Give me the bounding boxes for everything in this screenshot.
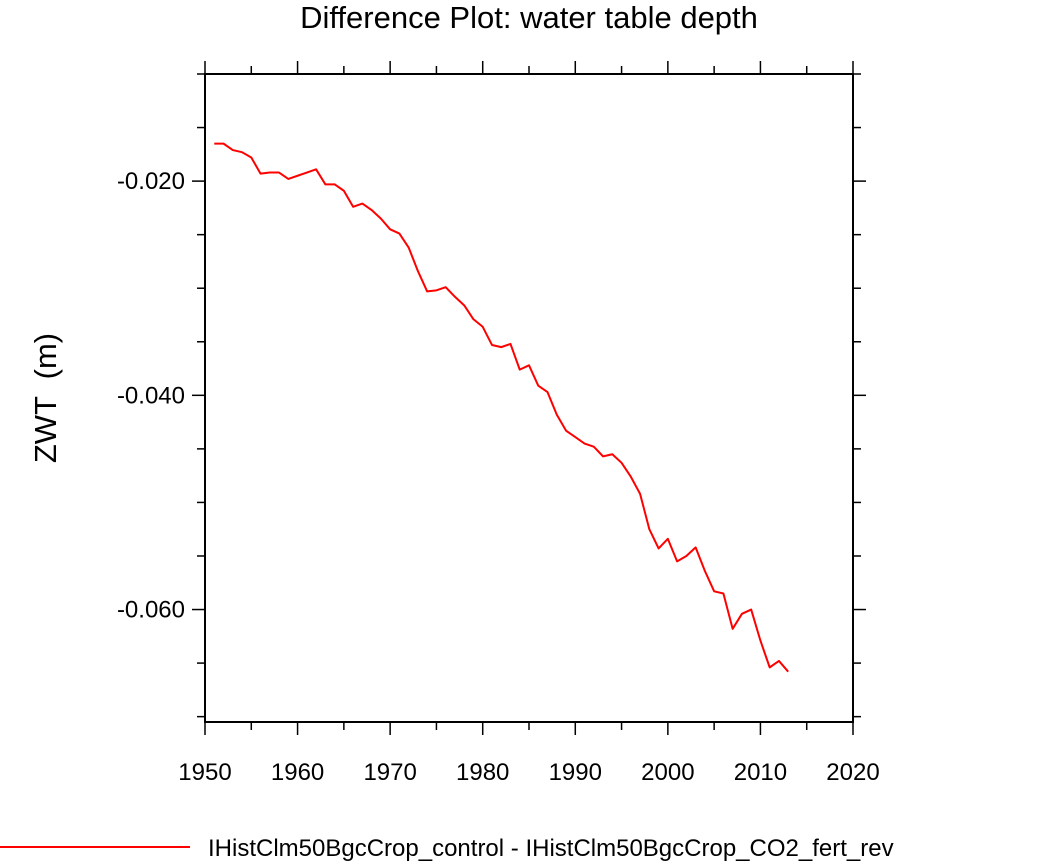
- y-tick-label: -0.020: [117, 168, 185, 195]
- x-tick-label: 2000: [641, 759, 694, 786]
- x-tick-label: 1970: [363, 759, 416, 786]
- series-line: [214, 142, 789, 673]
- chart-title: Difference Plot: water table depth: [300, 0, 758, 35]
- axis-ticks: 1950 1960 1970 1980 1990 2000 2010 2020 -0.020 -0…: [117, 61, 880, 786]
- y-tick-label: -0.040: [117, 382, 185, 409]
- x-tick-label: 1990: [549, 759, 602, 786]
- legend-label: IHistClm50BgcCrop_control - IHistClm50Bg…: [208, 835, 894, 862]
- x-tick-label: 2020: [826, 759, 879, 786]
- series-layer: [214, 142, 789, 673]
- legend: IHistClm50BgcCrop_control - IHistClm50Bg…: [0, 835, 894, 862]
- x-tick-label: 1980: [456, 759, 509, 786]
- x-tick-label: 2010: [734, 759, 787, 786]
- x-tick-label: 1960: [271, 759, 324, 786]
- y-tick-label: -0.060: [117, 597, 185, 624]
- x-tick-label: 1950: [178, 759, 231, 786]
- y-axis-label: ZWT (m): [28, 333, 63, 463]
